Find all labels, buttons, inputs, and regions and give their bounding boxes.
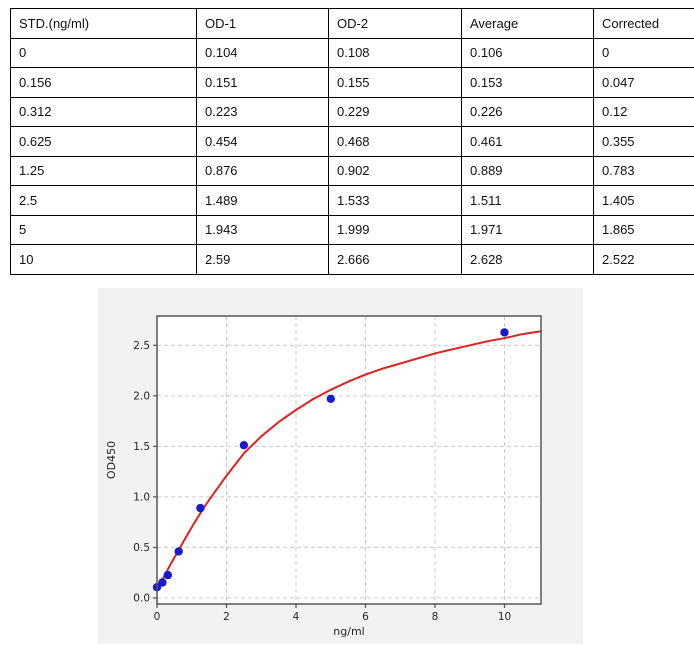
table-cell: 1.511: [461, 185, 594, 216]
table-header-cell: STD.(ng/ml): [10, 8, 197, 39]
y-tick-label: 0.0: [133, 592, 150, 604]
table-cell: 1.943: [196, 214, 329, 245]
table-cell: 0.889: [461, 155, 594, 186]
table-header-cell: Corrected: [593, 8, 694, 39]
table-row: 10 2.59 2.666 2.628 2.522: [10, 244, 694, 275]
table-cell: 1.999: [328, 214, 462, 245]
table-cell: 0.223: [196, 96, 329, 127]
table-row: STD.(ng/ml) OD-1 OD-2 Average Corrected: [10, 8, 694, 39]
data-point: [500, 328, 509, 337]
standard-values-table: STD.(ng/ml) OD-1 OD-2 Average Corrected 0 0.1…: [10, 8, 694, 275]
table-cell: 2.666: [328, 244, 462, 275]
table-cell: 0.229: [328, 96, 462, 127]
plot-background: [157, 316, 541, 604]
table-row: 0.156 0.151 0.155 0.153 0.047: [10, 67, 694, 98]
data-point: [326, 394, 335, 403]
x-tick-label: 8: [432, 611, 439, 623]
y-tick-label: 1.5: [133, 441, 150, 453]
table-cell: 0.106: [461, 37, 594, 68]
table-row: 5 1.943 1.999 1.971 1.865: [10, 214, 694, 245]
y-tick-label: 1.0: [133, 491, 150, 503]
table-cell: 0.468: [328, 126, 462, 157]
table-cell: 0.226: [461, 96, 594, 127]
table-row: 0 0.104 0.108 0.106 0: [10, 37, 694, 68]
table-row: 1.25 0.876 0.902 0.889 0.783: [10, 155, 694, 186]
table-row: 2.5 1.489 1.533 1.511 1.405: [10, 185, 694, 216]
y-tick-label: 2.0: [133, 390, 150, 402]
plot-border: [156, 315, 542, 605]
standard-curve-figure: 0 2 4 6 8 10 0.0 0.5 1.0 1.5 2.0 2.5 ng/ml OD450: [98, 288, 583, 644]
table-cell: 1.25: [10, 155, 197, 186]
data-point: [196, 503, 205, 513]
table-cell: 1.489: [196, 185, 329, 216]
y-axis-label: OD450: [105, 441, 118, 479]
table-cell: 0.047: [593, 67, 694, 98]
table-cell: 10: [10, 244, 197, 275]
x-tick-label: 10: [498, 611, 511, 623]
table-cell: 0.104: [196, 37, 329, 68]
x-tick-label: 6: [362, 611, 369, 623]
table-header-row: STD.(ng/ml) OD-1 OD-2 Average Corrected: [10, 8, 694, 39]
table-cell: 0.876: [196, 155, 329, 186]
table-cell: 0.153: [461, 67, 594, 98]
data-point: [174, 547, 183, 556]
table-body: 0 0.104 0.108 0.106 0 0.156 0.151 0.155 0.153 0.0…: [10, 37, 694, 275]
x-tick-label: 0: [154, 611, 161, 623]
table-cell: 0.155: [328, 67, 462, 98]
table-row: 0.625 0.454 0.468 0.461 0.355: [10, 126, 694, 157]
table-cell: 0.461: [461, 126, 594, 157]
x-axis-label: ng/ml: [333, 625, 364, 638]
table-cell: 5: [10, 214, 197, 245]
table-cell: 0.312: [10, 96, 197, 127]
table-cell: 1.971: [461, 214, 594, 245]
table-header-cell: Average: [461, 8, 594, 39]
table-header-cell: OD-1: [196, 8, 329, 39]
data-point: [158, 578, 167, 587]
table-cell: 0.355: [593, 126, 694, 157]
table-cell: 0.12: [593, 96, 694, 127]
y-tick-label: 0.5: [133, 542, 150, 554]
table-cell: 0.454: [196, 126, 329, 157]
standard-curve-plot: 0 2 4 6 8 10 0.0 0.5 1.0 1.5 2.0 2.5 ng/ml OD450: [105, 315, 542, 638]
table-cell: 0.151: [196, 67, 329, 98]
x-tick-label: 2: [223, 611, 230, 623]
x-tick-label: 4: [293, 611, 300, 623]
table-row: 0.312 0.223 0.229 0.226 0.12: [10, 96, 694, 127]
table-cell: 0: [593, 37, 694, 68]
table-cell: 1.533: [328, 185, 462, 216]
table-cell: 0.783: [593, 155, 694, 186]
table-cell: 0.108: [328, 37, 462, 68]
table-cell: 1.405: [593, 185, 694, 216]
table-cell: 2.5: [10, 185, 197, 216]
table-header-cell: OD-2: [328, 8, 462, 39]
fit-curve: [156, 330, 542, 590]
table-cell: 2.628: [461, 244, 594, 275]
table-cell: 2.522: [593, 244, 694, 275]
y-tick-label: 2.5: [133, 340, 150, 352]
data-point: [163, 570, 172, 580]
table-cell: 0.625: [10, 126, 197, 157]
table-cell: 0: [10, 37, 197, 68]
table-cell: 1.865: [593, 214, 694, 245]
table-cell: 2.59: [196, 244, 329, 275]
data-point: [239, 441, 249, 450]
table-cell: 0.156: [10, 67, 197, 98]
table-cell: 0.902: [328, 155, 462, 186]
